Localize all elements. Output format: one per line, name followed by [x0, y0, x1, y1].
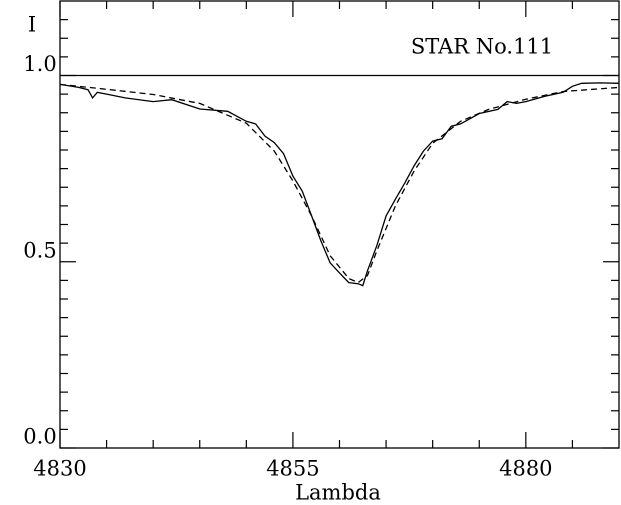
y-axis-label: I — [28, 13, 36, 37]
y-tick-label: 0.0 — [23, 425, 56, 449]
y-tick-label: 0.5 — [23, 238, 56, 262]
x-tick-label: 4880 — [499, 457, 552, 481]
spectrum-line — [59, 83, 620, 284]
y-tick-label: 1.0 — [23, 52, 56, 76]
spectrum-line — [59, 82, 620, 287]
x-axis-label: Lambda — [295, 481, 381, 505]
x-tick-label: 4830 — [33, 457, 86, 481]
plot-frame — [59, 0, 620, 449]
x-tick-label: 4855 — [266, 457, 319, 481]
chart-title: STAR No.111 — [411, 35, 553, 59]
